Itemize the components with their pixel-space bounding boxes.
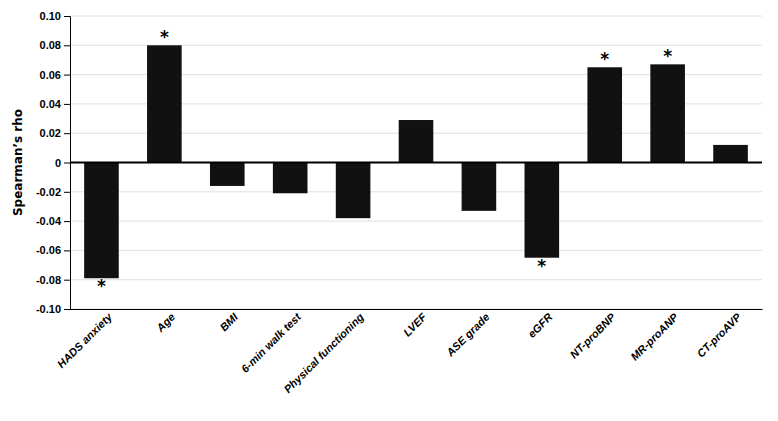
x-tick-label: HADS anxiety [55, 310, 115, 370]
y-tick-label: 0.08 [40, 39, 61, 51]
x-tick: ASE grade [443, 311, 492, 360]
x-tick-label: eGFR [525, 311, 554, 340]
bar [147, 45, 182, 162]
y-tick-mark [64, 192, 70, 193]
bar [84, 163, 119, 279]
y-tick-label: -0.06 [36, 244, 61, 256]
x-tick-label: NT-proBNP [568, 310, 618, 360]
y-tick-mark [64, 104, 70, 105]
y-tick-mark [64, 163, 70, 164]
grid-line [70, 279, 762, 280]
y-tick: -0.02 [36, 186, 70, 198]
x-tick: eGFR [525, 311, 554, 340]
bar [336, 163, 371, 219]
grid-line [70, 16, 762, 17]
x-tick: BMI [217, 310, 240, 333]
y-tick: 0.10 [40, 10, 70, 22]
bar [399, 120, 434, 162]
grid-line [70, 250, 762, 251]
x-tick: CT-proAVP [694, 310, 743, 359]
annotations: * * * * * [97, 27, 672, 296]
x-tick-label: Age [153, 311, 177, 335]
y-tick-mark [64, 280, 70, 281]
significance-star: * [663, 46, 672, 66]
y-tick-label: 0.06 [40, 69, 61, 81]
x-tick: 6-min walk test [239, 310, 304, 375]
y-tick: -0.06 [36, 244, 70, 256]
y-tick-mark [64, 309, 70, 310]
bar [210, 163, 245, 186]
x-tick-label: MR-proANP [628, 310, 681, 363]
grid [70, 16, 762, 309]
y-tick-mark [64, 221, 70, 222]
y-tick: 0.04 [40, 98, 70, 110]
plot: -0.10 -0.08 -0.06 -0.04 -0.02 0 0.02 0.04 0.06 0.… [36, 10, 763, 395]
y-axis-line [64, 17, 71, 310]
x-tick: LVEF [401, 310, 429, 338]
grid-line [70, 162, 762, 163]
x-tick: Age [153, 311, 177, 335]
y-tick-mark [64, 45, 70, 46]
y-tick-mark [64, 75, 70, 76]
x-tick-label: LVEF [401, 310, 429, 338]
x-tick: NT-proBNP [568, 310, 618, 360]
y-tick-mark [64, 250, 70, 251]
significance-star: * [600, 49, 609, 69]
grid-line [70, 191, 762, 192]
x-tick: HADS anxiety [55, 310, 115, 370]
y-tick-label: 0 [55, 157, 61, 169]
y-tick-label: -0.10 [36, 303, 61, 315]
bar [713, 145, 748, 163]
y-tick: -0.04 [36, 215, 70, 227]
zero-line [70, 162, 762, 164]
significance-star: * [160, 27, 169, 47]
y-tick: -0.10 [36, 303, 70, 315]
grid-line [70, 221, 762, 222]
y-tick-label: 0.10 [40, 10, 61, 22]
x-tick: MR-proANP [628, 310, 681, 363]
significance-star: * [537, 256, 546, 276]
grid-line [70, 309, 762, 310]
x-tick-label: Physical functioning [281, 310, 366, 395]
x-tick-label: ASE grade [443, 311, 492, 360]
x-tick-label: BMI [217, 310, 240, 333]
x-axis-line [71, 309, 763, 310]
bar [273, 163, 308, 194]
y-tick-mark [64, 16, 70, 17]
y-axis-title: Spearman’s rho [11, 109, 25, 216]
x-tick-label: CT-proAVP [694, 310, 743, 359]
bar [650, 64, 685, 162]
y-tick: 0 [55, 157, 70, 169]
y-tick-label: 0.04 [40, 98, 62, 110]
y-tick-label: -0.02 [36, 186, 61, 198]
y-tick-label: -0.04 [36, 215, 62, 227]
y-tick-mark [64, 133, 70, 134]
y-tick-label: 0.02 [40, 127, 61, 139]
significance-star: * [97, 276, 106, 296]
y-tick: 0.08 [40, 39, 70, 51]
chart: -0.10 -0.08 -0.06 -0.04 -0.02 0 0.02 0.04 0.06 0.… [0, 0, 778, 421]
x-axis: HADS anxiety Age BMI6-min walk testPhysica… [55, 310, 763, 396]
y-axis: -0.10 -0.08 -0.06 -0.04 -0.02 0 0.02 0.04 0.06 0.… [36, 10, 71, 315]
bar [525, 163, 560, 258]
y-tick: -0.08 [36, 274, 70, 286]
bar [587, 67, 622, 162]
bar [462, 163, 497, 211]
x-tick-label: 6-min walk test [239, 310, 304, 375]
y-tick-label: -0.08 [36, 274, 61, 286]
y-tick: 0.06 [40, 69, 70, 81]
y-tick: 0.02 [40, 127, 70, 139]
x-tick: Physical functioning [281, 310, 366, 395]
